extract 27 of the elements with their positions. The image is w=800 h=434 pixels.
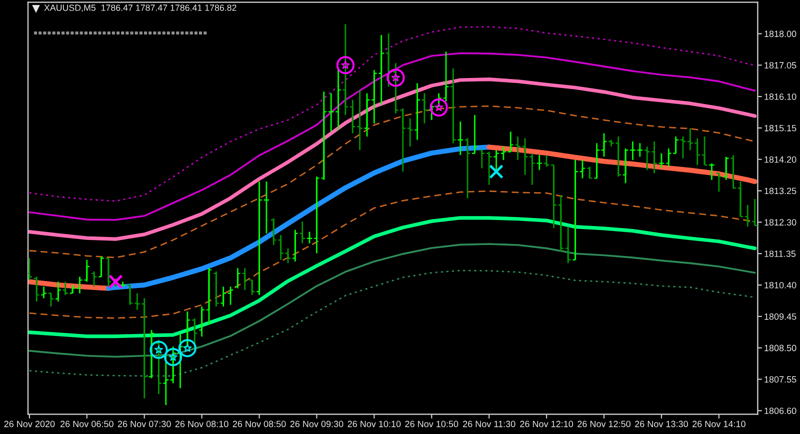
y-tick-label: 1818.00 [764, 30, 796, 38]
y-tick-label: 1806.60 [764, 408, 796, 414]
x-tick-label: 26 Nov 10:10 [348, 420, 401, 428]
y-tick-label: 1808.50 [764, 344, 796, 352]
x-tick-label: 26 Nov 2020 [4, 420, 55, 428]
x-tick-label: 26 Nov 08:50 [232, 420, 286, 428]
y-tick-label: 1817.05 [764, 62, 796, 68]
x-tick-label: 26 Nov 14:10 [692, 420, 746, 428]
x-tick-label: 26 Nov 12:10 [520, 420, 574, 428]
y-tick-label: 1813.25 [764, 188, 796, 194]
x-tick-label: 26 Nov 08:10 [175, 420, 228, 428]
x-tick-label: 26 Nov 11:30 [463, 420, 516, 428]
y-tick-label: 1816.10 [764, 94, 796, 100]
y-tick-label: 1811.35 [764, 250, 796, 257]
chart-title: XAUUSD,M5 1786.47 1787.47 1786.41 1786.82 [44, 4, 236, 12]
x-tick-label: 26 Nov 10:50 [405, 420, 458, 428]
y-tick-label: 1807.55 [764, 376, 796, 383]
y-tick-label: 1814.20 [764, 156, 796, 163]
y-tick-label: 1812.30 [764, 219, 796, 226]
y-tick-label: 1809.45 [764, 313, 796, 320]
x-tick-label: 26 Nov 07:30 [118, 420, 171, 428]
x-tick-label: 26 Nov 09:30 [290, 420, 344, 428]
x-tick-label: 26 Nov 12:50 [578, 420, 631, 428]
y-tick-label: 1810.40 [764, 282, 796, 288]
y-tick-label: 1815.15 [764, 124, 796, 132]
x-tick-label: 26 Nov 06:50 [60, 420, 114, 428]
x-tick-label: 26 Nov 13:30 [635, 420, 688, 428]
